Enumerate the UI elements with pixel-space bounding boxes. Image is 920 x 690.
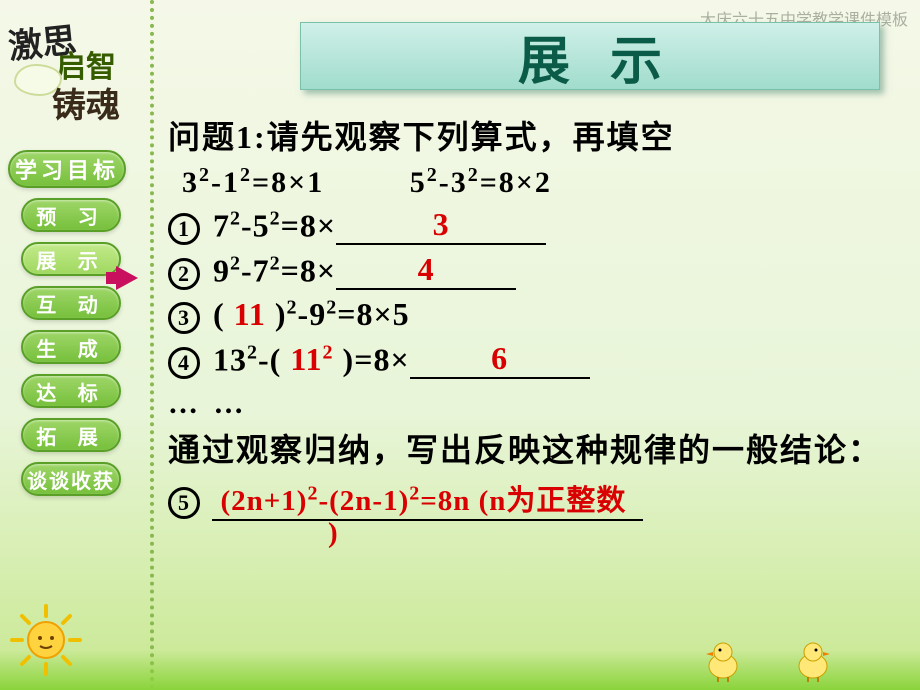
answer-4b: 6 [491,340,508,376]
answer-5: (2n+1)2-(2n-1)2=8n (n为正整数 [221,485,627,517]
circle-2: 2 [168,258,200,290]
circle-1: 1 [168,213,200,245]
example-2: 52-32=8×2 [410,166,552,199]
circle-4: 4 [168,347,200,379]
row-3: 3 ( 11 )2-92=8×5 [168,296,900,334]
circle-3: 3 [168,302,200,334]
arrow-icon [116,266,138,290]
row-4: 4 132-( 112 )=8×6 [168,340,900,379]
chick-icon [790,636,836,682]
summary-text: 通过观察归纳，写出反映这种规律的一般结论： [168,425,900,471]
example-1: 32-12=8×1 [182,166,324,199]
answer-3: 11 [234,296,266,332]
nav-item-4[interactable]: 生 成 [21,330,121,364]
nav-item-2[interactable]: 展 示 [21,242,121,276]
question-heading: 问题1:请先观察下列算式，再填空 [168,112,900,158]
nav-item-6[interactable]: 拓 展 [21,418,121,452]
row-5b: ) [328,517,900,550]
slide-title: 展示 [300,22,880,90]
nav-item-7[interactable]: 谈谈收获 [21,462,121,496]
circle-5: 5 [168,487,200,519]
main-content: 问题1:请先观察下列算式，再填空 32-12=8×1 52-32=8×2 1 7… [168,112,900,550]
sidebar: 激思 启智 铸魂 学习目标预 习展 示互 动生 成达 标拓 展谈谈收获 [0,0,150,690]
ellipsis: … … [168,387,900,421]
chick-icon [700,636,746,682]
answer-2: 4 [418,251,435,287]
grass-decoration [0,650,920,690]
sun-icon [6,600,86,680]
examples: 32-12=8×1 52-32=8×2 [182,164,900,200]
nav-item-3[interactable]: 互 动 [21,286,121,320]
logo: 激思 启智 铸魂 [8,16,128,126]
nav-list: 学习目标预 习展 示互 动生 成达 标拓 展谈谈收获 [8,150,134,496]
row-5: 5 (2n+1)2-(2n-1)2=8n (n为正整数 [168,477,900,521]
nav-item-0[interactable]: 学习目标 [8,150,126,188]
answer-1: 3 [433,206,450,242]
row-1: 1 72-52=8×3 [168,206,900,245]
logo-text-3: 铸魂 [52,78,120,127]
answer-4a: 112 [290,341,333,377]
divider [150,0,154,690]
nav-item-5[interactable]: 达 标 [21,374,121,408]
nav-item-1[interactable]: 预 习 [21,198,121,232]
row-2: 2 92-72=8×4 [168,251,900,290]
